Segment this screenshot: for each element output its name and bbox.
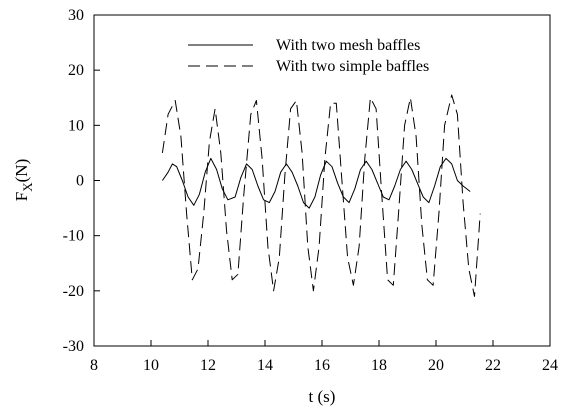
x-tick-label: 18 bbox=[371, 357, 387, 374]
y-tick-label: 20 bbox=[68, 62, 84, 79]
legend: With two mesh baffles With two simple baf… bbox=[188, 37, 429, 75]
x-tick-label: 12 bbox=[200, 357, 216, 374]
y-axis-title: FX(N) bbox=[12, 159, 35, 201]
x-tick-label: 14 bbox=[257, 357, 273, 374]
y-tick-label: 30 bbox=[68, 7, 84, 24]
x-tick-label: 10 bbox=[143, 357, 159, 374]
y-tick-label: 10 bbox=[68, 117, 84, 134]
x-axis: 8 10 12 14 16 18 20 22 24 bbox=[90, 340, 558, 374]
y-tick-label: -10 bbox=[63, 228, 84, 245]
y-axis: -30 -20 -10 0 10 20 30 bbox=[63, 7, 100, 355]
series-line-simple-baffles bbox=[161, 94, 481, 297]
x-tick-label: 16 bbox=[314, 357, 330, 374]
series-layer bbox=[161, 94, 481, 297]
y-axis-title-main: F bbox=[12, 192, 31, 201]
legend-label: With two mesh baffles bbox=[276, 37, 420, 54]
y-tick-label: -30 bbox=[63, 338, 84, 355]
x-axis-title: t (s) bbox=[309, 387, 336, 406]
y-tick-label: -20 bbox=[63, 283, 84, 300]
y-tick-label: 0 bbox=[76, 173, 84, 190]
x-tick-label: 8 bbox=[90, 357, 98, 374]
y-axis-title-subscript: X bbox=[20, 182, 35, 192]
y-axis-title-suffix: (N) bbox=[12, 159, 31, 183]
x-tick-label: 22 bbox=[485, 357, 501, 374]
x-tick-label: 20 bbox=[428, 357, 444, 374]
svg-text:FX(N): FX(N) bbox=[12, 159, 35, 201]
legend-label: With two simple baffles bbox=[276, 58, 429, 75]
x-tick-label: 24 bbox=[542, 357, 558, 374]
series-line-mesh-baffles bbox=[161, 157, 471, 209]
